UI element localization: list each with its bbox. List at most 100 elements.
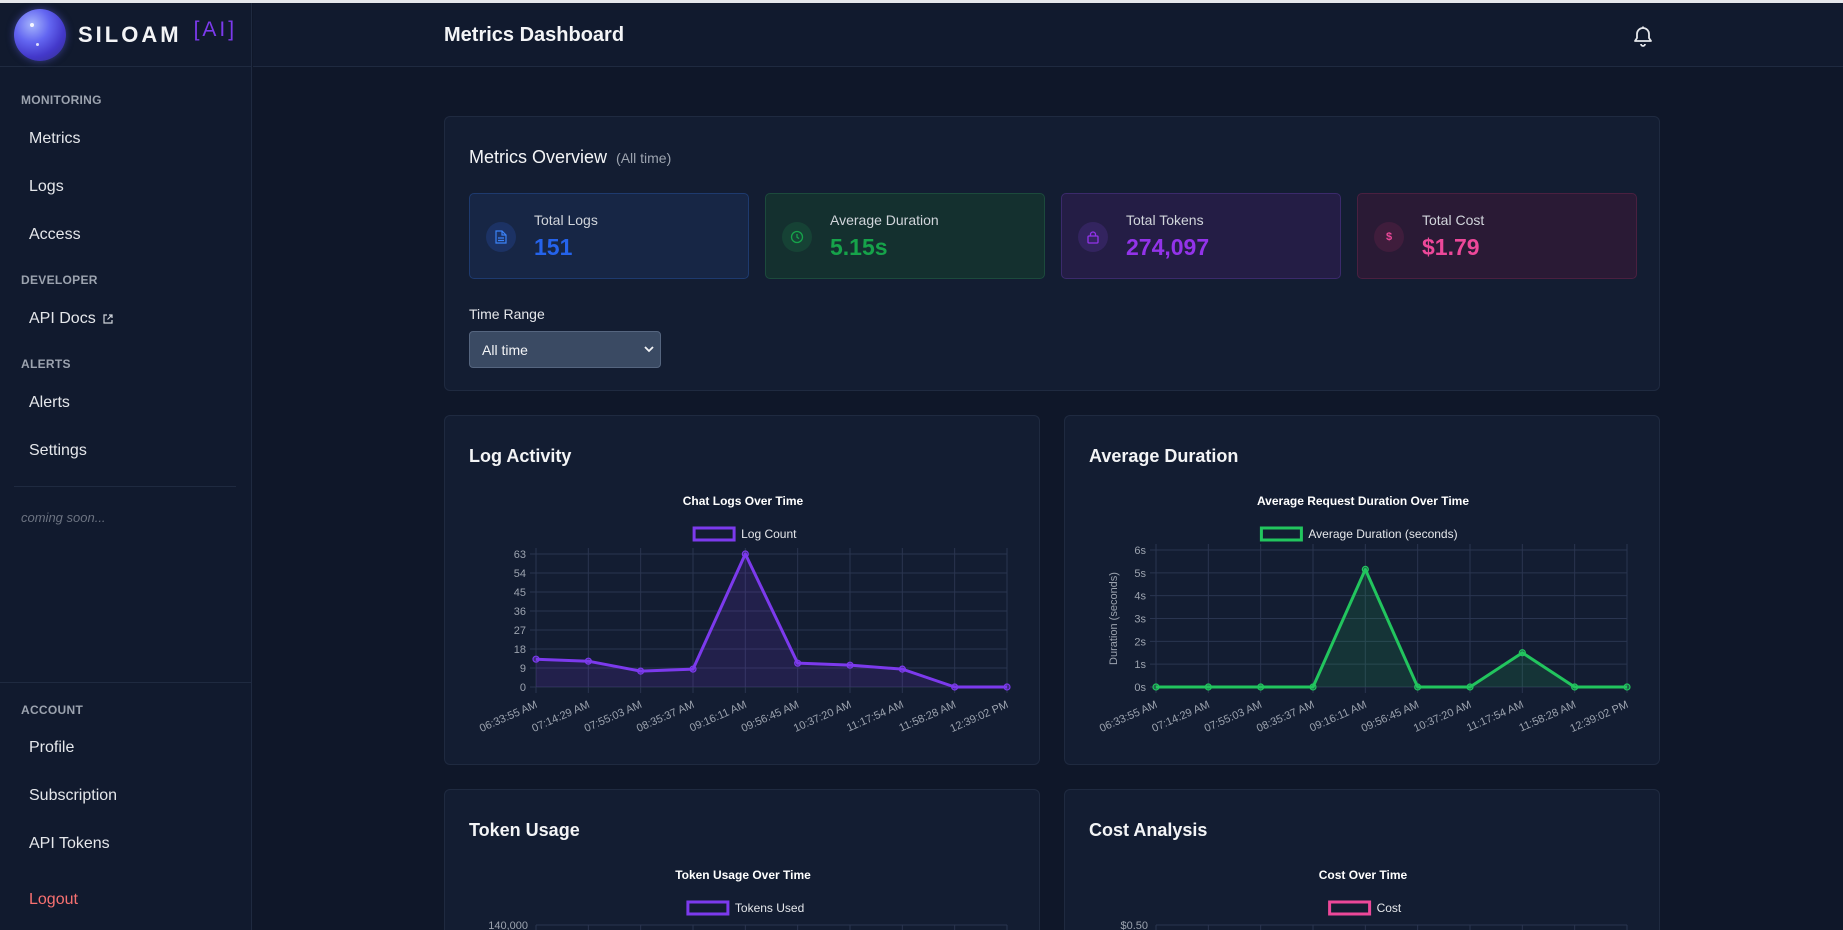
- stat-label: Total Logs: [534, 212, 598, 228]
- top-header: Metrics Dashboard: [253, 3, 1843, 67]
- data-point: [846, 661, 854, 669]
- x-tick-label: 10:37:20 AM: [1412, 699, 1473, 735]
- y-tick-label: 54: [514, 568, 526, 580]
- metrics-overview-panel: Metrics Overview (All time) Total Logs 1…: [444, 116, 1660, 391]
- sidebar-item-logs[interactable]: Logs: [29, 178, 64, 195]
- series-area: [1156, 569, 1627, 687]
- data-point: [1204, 683, 1212, 691]
- token-usage-panel: Token Usage Token Usage Over Time Tokens …: [444, 789, 1040, 930]
- data-point: [898, 665, 906, 673]
- stat-value: $1.79: [1422, 234, 1480, 260]
- data-point: [1414, 683, 1422, 691]
- data-point: [794, 659, 802, 667]
- dollar-icon: $: [1374, 222, 1404, 252]
- sidebar-item-metrics[interactable]: Metrics: [29, 130, 81, 147]
- data-point: [1571, 683, 1579, 691]
- sidebar-item-label: API Docs: [29, 310, 96, 327]
- y-tick-label: 0s: [1134, 682, 1146, 694]
- nav-section-alerts: ALERTS: [21, 357, 71, 371]
- x-tick-label: 11:17:54 AM: [845, 699, 906, 735]
- x-tick-label: 06:33:55 AM: [1098, 699, 1159, 735]
- x-tick-label: 10:37:20 AM: [792, 699, 853, 735]
- sidebar-item-alerts[interactable]: Alerts: [29, 394, 70, 411]
- data-point: [637, 667, 645, 675]
- stat-value: 5.15s: [830, 234, 888, 260]
- logout-button[interactable]: Logout: [29, 891, 78, 908]
- x-tick-label: 11:17:54 AM: [1465, 699, 1526, 735]
- legend-label: Tokens Used: [735, 901, 804, 915]
- stat-label: Total Cost: [1422, 212, 1485, 228]
- legend-swatch: [1328, 900, 1372, 916]
- panel-title: Token Usage: [469, 820, 580, 840]
- time-range-value: All time: [482, 341, 528, 358]
- legend-label: Cost: [1377, 901, 1402, 915]
- page-title: Metrics Dashboard: [444, 24, 625, 46]
- series-line: [1156, 567, 1627, 689]
- overview-subtitle: (All time): [616, 150, 672, 166]
- nav-section-account: ACCOUNT: [21, 703, 84, 717]
- y-tick-label: 5s: [1134, 568, 1146, 580]
- lock-icon: [1078, 222, 1108, 252]
- time-range-select[interactable]: All time: [469, 331, 661, 368]
- sidebar-divider: [14, 486, 236, 487]
- data-point: [689, 665, 697, 673]
- x-tick-label: 09:16:11 AM: [688, 699, 749, 735]
- sidebar-item-profile[interactable]: Profile: [29, 739, 75, 756]
- x-tick-label: 11:58:28 AM: [1517, 699, 1578, 735]
- stat-value: 274,097: [1126, 234, 1210, 260]
- data-point: [741, 550, 749, 558]
- brand[interactable]: SILOAM [AI]: [0, 3, 251, 67]
- x-tick-label: 12:39:02 PM: [948, 699, 1010, 735]
- y-tick-label: 45: [514, 587, 526, 599]
- legend-label: Average Duration (seconds): [1308, 527, 1457, 541]
- data-point: [1003, 683, 1011, 691]
- sidebar-item-api-docs[interactable]: API Docs: [0, 304, 252, 334]
- sidebar-item-access[interactable]: Access: [29, 226, 81, 243]
- x-tick-label: 07:55:03 AM: [583, 699, 644, 735]
- stat-card-total-cost: $ Total Cost $1.79: [1357, 193, 1637, 279]
- token-usage-chart: Token Usage Over Time Tokens Used 140,000: [488, 868, 1008, 930]
- log-activity-panel: Log Activity Chat Logs Over Time Log Coun…: [444, 415, 1040, 765]
- average-duration-panel: Average Duration Average Request Duratio…: [1064, 415, 1660, 765]
- stat-label: Average Duration: [830, 212, 939, 228]
- log-activity-chart: Chat Logs Over Time Log Count 0 9 18 27 36 45 54…: [478, 494, 1011, 735]
- series-line: [535, 552, 1007, 689]
- chart-title: Cost Over Time: [1319, 868, 1408, 882]
- sidebar-item-subscription[interactable]: Subscription: [29, 787, 118, 804]
- overview-title: Metrics Overview (All time): [469, 147, 671, 168]
- stat-card-total-logs: Total Logs 151: [469, 193, 749, 279]
- x-tick-label: 09:56:45 AM: [740, 699, 801, 735]
- stat-card-total-tokens: Total Tokens 274,097: [1061, 193, 1341, 279]
- overview-title-text: Metrics Overview: [469, 147, 608, 167]
- data-point: [1518, 649, 1526, 657]
- data-point: [584, 657, 592, 665]
- sidebar-item-settings[interactable]: Settings: [29, 442, 87, 459]
- y-tick-label: 27: [514, 625, 526, 637]
- y-tick-label: 140,000: [488, 920, 528, 930]
- y-axis-label: Duration (seconds): [1108, 572, 1120, 665]
- clock-icon: [782, 222, 812, 252]
- chart-title: Chat Logs Over Time: [683, 494, 804, 508]
- data-point: [1309, 683, 1317, 691]
- x-tick-label: 06:33:55 AM: [478, 699, 539, 735]
- sidebar: SILOAM [AI] MONITORING Metrics Logs Acce…: [0, 3, 252, 930]
- account-divider: [0, 682, 251, 683]
- brand-name: SILOAM: [78, 21, 182, 47]
- legend-swatch: [686, 900, 730, 916]
- y-tick-label: 9: [520, 663, 526, 675]
- average-duration-chart: Average Request Duration Over Time Averag…: [1098, 494, 1631, 735]
- y-tick-label: 18: [514, 644, 526, 656]
- legend-label: Log Count: [741, 527, 797, 541]
- sidebar-item-api-tokens[interactable]: API Tokens: [29, 835, 110, 852]
- data-point: [1361, 565, 1369, 574]
- x-tick-label: 12:39:02 PM: [1568, 699, 1630, 735]
- x-tick-label: 07:14:29 AM: [1150, 699, 1211, 735]
- data-point: [1466, 683, 1474, 691]
- cost-analysis-panel: Cost Analysis Cost Over Time Cost $0.50: [1064, 789, 1660, 930]
- external-link-icon: [103, 314, 113, 324]
- legend-swatch: [1259, 526, 1303, 542]
- panel-title: Cost Analysis: [1089, 820, 1208, 840]
- stat-value: 151: [534, 234, 573, 260]
- coming-soon-text: coming soon...: [21, 510, 106, 525]
- bell-icon[interactable]: [1631, 25, 1655, 49]
